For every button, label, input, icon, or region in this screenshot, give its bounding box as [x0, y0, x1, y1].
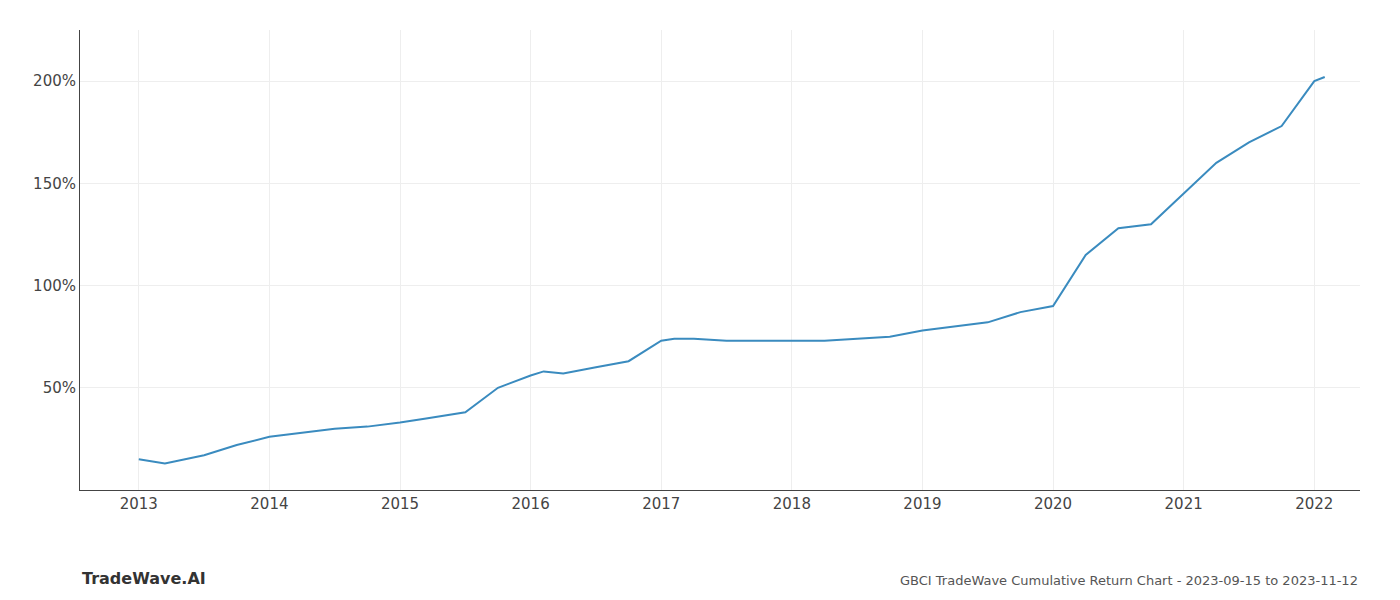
- svg-text:TradeWave.AI: TradeWave.AI: [82, 569, 206, 588]
- svg-text:2017: 2017: [642, 495, 680, 513]
- svg-text:2018: 2018: [773, 495, 811, 513]
- svg-text:2021: 2021: [1165, 495, 1203, 513]
- svg-text:2020: 2020: [1034, 495, 1072, 513]
- svg-text:2015: 2015: [381, 495, 419, 513]
- svg-text:200%: 200%: [33, 72, 76, 90]
- svg-text:2016: 2016: [512, 495, 550, 513]
- svg-text:2022: 2022: [1295, 495, 1333, 513]
- svg-text:2019: 2019: [903, 495, 941, 513]
- svg-text:2014: 2014: [250, 495, 288, 513]
- svg-text:2013: 2013: [120, 495, 158, 513]
- svg-text:100%: 100%: [33, 277, 76, 295]
- svg-text:GBCI TradeWave Cumulative Retu: GBCI TradeWave Cumulative Return Chart -…: [900, 573, 1358, 588]
- svg-text:50%: 50%: [43, 379, 76, 397]
- svg-text:150%: 150%: [33, 175, 76, 193]
